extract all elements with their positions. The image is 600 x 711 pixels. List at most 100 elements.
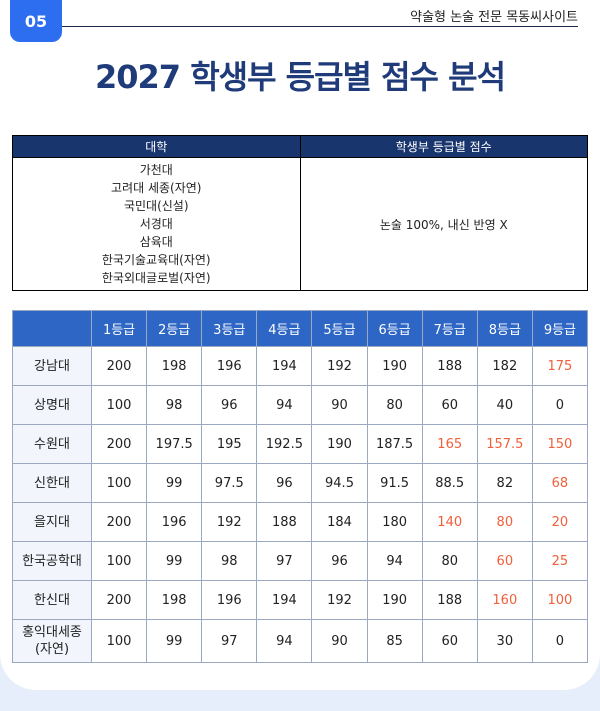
score-cell: 165 [421,424,478,464]
score-cell: 96 [201,385,258,425]
score-cell: 0 [531,385,589,425]
university-name: 한국외대글로벌(자연) [101,271,211,285]
grade-header-cell: 5등급 [311,310,368,347]
score-cell: 192 [311,580,368,620]
grade-header-cell: 6등급 [366,310,423,347]
score-cell: 192 [201,502,258,542]
score-cell: 194 [256,580,313,620]
score-cell: 187.5 [366,424,423,464]
score-cell: 200 [90,424,148,464]
university-list-cell: 가천대 고려대 세종(자연) 국민대(신설) 서경대 삼육대 한국기술교육대(자… [12,157,301,291]
score-cell: 97 [201,619,258,663]
score-cell: 100 [90,619,148,663]
score-cell: 196 [146,502,203,542]
score-cell: 40 [476,385,533,425]
score-cell: 90 [311,619,368,663]
university-name: 고려대 세종(자연) [111,181,202,195]
score-cell: 190 [366,346,423,386]
score-cell: 98 [146,385,203,425]
score-cell: 182 [476,346,533,386]
score-cell: 188 [421,580,478,620]
score-cell: 96 [311,541,368,581]
score-cell: 94 [256,385,313,425]
score-cell: 94 [256,619,313,663]
score-cell: 194 [256,346,313,386]
score-cell: 97 [256,541,313,581]
score-cell: 30 [476,619,533,663]
score-cell: 100 [90,463,148,503]
score-cell: 99 [146,463,203,503]
content-card: 05 약술형 논술 전문 목동씨사이트 2027 학생부 등급별 점수 분석 대… [0,0,600,690]
summary-header-university: 대학 [12,135,301,158]
grade-header-cell: 7등급 [421,310,478,347]
page-title: 2027 학생부 등급별 점수 분석 [94,58,506,96]
score-cell: 175 [531,346,589,386]
score-cell: 94.5 [311,463,368,503]
grade-header-cell: 4등급 [256,310,313,347]
university-name: 국민대(신설) [123,199,189,213]
university-cell: 을지대 [12,502,92,542]
header-divider [62,26,578,27]
score-cell: 25 [531,541,589,581]
score-cell: 97.5 [201,463,258,503]
score-cell: 94 [366,541,423,581]
score-cell: 80 [366,385,423,425]
grade-header-cell: 2등급 [146,310,203,347]
grade-header-cell: 8등급 [476,310,533,347]
score-cell: 91.5 [366,463,423,503]
university-name: 삼육대 [139,235,173,249]
university-cell: 강남대 [12,346,92,386]
score-cell: 180 [366,502,423,542]
grade-header-cell: 3등급 [201,310,258,347]
table-row: 강남대 200 198 196 194 192 190 188 182 175 [12,346,589,386]
score-cell: 197.5 [146,424,203,464]
score-cell: 99 [146,541,203,581]
score-cell: 200 [90,502,148,542]
score-cell: 157.5 [476,424,533,464]
table-row: 을지대 200 196 192 188 184 180 140 80 20 [12,502,589,542]
score-cell: 100 [90,541,148,581]
university-cell: 수원대 [12,424,92,464]
score-cell: 188 [256,502,313,542]
grade-header-row: 1등급 2등급 3등급 4등급 5등급 6등급 7등급 8등급 9등급 [12,310,589,347]
summary-header-score: 학생부 등급별 점수 [299,135,588,158]
university-cell: 상명대 [12,385,92,425]
table-row: 신한대 100 99 97.5 96 94.5 91.5 88.5 82 68 [12,463,589,503]
score-cell: 195 [201,424,258,464]
score-cell: 98 [201,541,258,581]
score-cell: 60 [476,541,533,581]
score-cell: 80 [476,502,533,542]
score-cell: 100 [531,580,589,620]
grade-header-corner [12,310,92,347]
score-cell: 80 [421,541,478,581]
score-cell: 68 [531,463,589,503]
score-cell: 96 [256,463,313,503]
table-row: 상명대 100 98 96 94 90 80 60 40 0 [12,385,589,425]
university-cell: 신한대 [12,463,92,503]
score-cell: 200 [90,346,148,386]
score-cell: 90 [311,385,368,425]
score-cell: 140 [421,502,478,542]
score-cell: 60 [421,385,478,425]
score-cell: 20 [531,502,589,542]
university-name: 가천대 [139,163,173,177]
score-cell: 100 [90,385,148,425]
score-cell: 190 [366,580,423,620]
score-cell: 190 [311,424,368,464]
score-cell: 150 [531,424,589,464]
grade-score-table: 1등급 2등급 3등급 4등급 5등급 6등급 7등급 8등급 9등급 강남대 200 198 196… [12,310,589,663]
score-cell: 192 [311,346,368,386]
score-cell: 198 [146,580,203,620]
grade-header-cell: 9등급 [531,310,589,347]
university-name: 한국기술교육대(자연) [101,253,211,267]
score-cell: 184 [311,502,368,542]
score-cell: 160 [476,580,533,620]
score-cell: 60 [421,619,478,663]
score-cell: 88.5 [421,463,478,503]
site-label: 약술형 논술 전문 목동씨사이트 [410,10,578,25]
table-row: 한국공학대 100 99 98 97 96 94 80 60 25 [12,541,589,581]
score-cell: 82 [476,463,533,503]
table-row: 수원대 200 197.5 195 192.5 190 187.5 165 157.5 150 [12,424,589,464]
score-cell: 188 [421,346,478,386]
score-cell: 198 [146,346,203,386]
